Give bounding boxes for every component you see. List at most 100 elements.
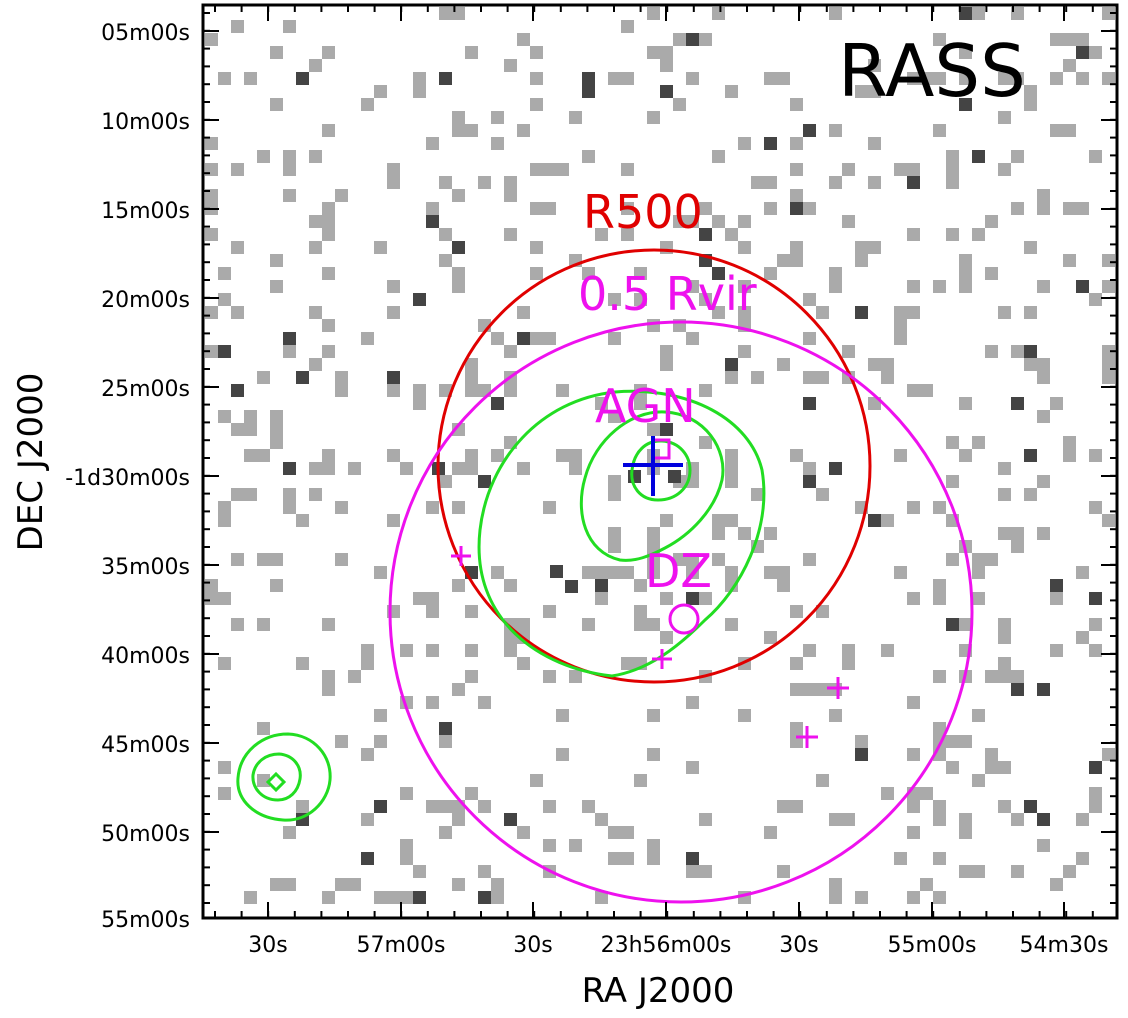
count-pixel xyxy=(595,813,608,826)
count-pixel xyxy=(894,449,907,462)
count-pixel xyxy=(933,592,946,605)
count-pixel xyxy=(361,657,374,670)
count-pixel xyxy=(725,514,738,527)
count-pixel xyxy=(1024,306,1037,319)
count-pixel xyxy=(309,488,322,501)
count-pixel xyxy=(335,384,348,397)
count-pixel xyxy=(608,826,621,839)
count-pixel xyxy=(504,176,517,189)
count-pixel xyxy=(439,176,452,189)
count-pixel xyxy=(565,580,578,593)
count-pixel xyxy=(335,189,348,202)
count-pixel xyxy=(517,33,530,46)
count-pixel xyxy=(1076,33,1089,46)
count-pixel xyxy=(270,878,283,891)
count-pixel xyxy=(686,592,699,605)
count-pixel xyxy=(998,761,1011,774)
count-pixel xyxy=(595,579,608,592)
count-pixel xyxy=(348,878,361,891)
count-pixel xyxy=(647,618,660,631)
count-pixel xyxy=(647,852,660,865)
count-pixel xyxy=(361,644,374,657)
count-pixel xyxy=(400,839,413,852)
count-pixel xyxy=(628,470,641,483)
count-pixel xyxy=(205,592,218,605)
count-pixel xyxy=(673,553,686,566)
count-pixel xyxy=(1024,358,1037,371)
count-pixel xyxy=(569,839,582,852)
count-pixel xyxy=(283,189,296,202)
count-pixel xyxy=(465,644,478,657)
count-pixel xyxy=(660,85,673,98)
count-pixel xyxy=(322,683,335,696)
count-pixel xyxy=(387,306,400,319)
count-pixel xyxy=(686,865,699,878)
count-pixel xyxy=(244,488,257,501)
dz-label: DZ xyxy=(645,544,712,598)
count-pixel xyxy=(296,72,309,85)
count-pixel xyxy=(1011,345,1024,358)
count-pixel xyxy=(998,527,1011,540)
count-pixel xyxy=(959,865,972,878)
count-pixel xyxy=(530,98,543,111)
count-pixel xyxy=(1011,150,1024,163)
count-pixel xyxy=(426,215,439,228)
count-pixel xyxy=(920,787,933,800)
count-pixel xyxy=(478,800,491,813)
survey-label: RASS xyxy=(838,29,1026,113)
count-pixel xyxy=(881,644,894,657)
count-pixel xyxy=(673,98,686,111)
count-pixel xyxy=(946,163,959,176)
count-pixel xyxy=(257,618,270,631)
count-pixel xyxy=(998,488,1011,501)
count-pixel xyxy=(517,332,530,345)
y-tick-label: 50m00s xyxy=(101,822,190,847)
count-pixel xyxy=(621,228,634,241)
count-pixel xyxy=(1011,865,1024,878)
count-pixel xyxy=(1102,254,1115,267)
count-pixel xyxy=(764,137,777,150)
count-pixel xyxy=(725,449,738,462)
count-pixel xyxy=(283,878,296,891)
x-tick-label: 54m30s xyxy=(1020,933,1109,958)
count-pixel xyxy=(699,384,712,397)
contour-ll-middle xyxy=(251,752,302,802)
y-tick-label: 10m00s xyxy=(101,110,190,135)
y-tick-labels: 05m00s 10m00s 15m00s 20m00s 25m00s -1d30… xyxy=(65,21,190,933)
count-pixel xyxy=(777,579,790,592)
count-pixel xyxy=(907,280,920,293)
count-pixel xyxy=(920,384,933,397)
count-pixel xyxy=(244,423,257,436)
count-pixel xyxy=(283,501,296,514)
count-pixel xyxy=(309,59,322,72)
count-pixel xyxy=(777,865,790,878)
count-pixel xyxy=(1024,488,1037,501)
count-pixel xyxy=(777,72,790,85)
count-pixel xyxy=(231,241,244,254)
count-pixel xyxy=(231,20,244,33)
y-tick-label: 55m00s xyxy=(101,908,190,933)
count-pixel xyxy=(608,527,621,540)
count-pixel xyxy=(426,137,439,150)
count-pixel xyxy=(296,657,309,670)
count-pixel xyxy=(270,280,283,293)
count-pixel xyxy=(1089,644,1102,657)
count-pixel xyxy=(504,644,517,657)
count-pixel xyxy=(1089,449,1102,462)
count-pixel xyxy=(673,33,686,46)
count-pixel xyxy=(218,345,231,358)
count-pixel xyxy=(218,514,231,527)
count-pixel xyxy=(998,111,1011,124)
count-pixel xyxy=(504,345,517,358)
count-pixel xyxy=(634,774,647,787)
count-pixel xyxy=(491,332,504,345)
count-pixel xyxy=(1050,579,1063,592)
count-pixel xyxy=(855,254,868,267)
count-pixel xyxy=(686,566,699,579)
count-pixel xyxy=(790,254,803,267)
count-pixel xyxy=(660,46,673,59)
count-pixel xyxy=(868,241,881,254)
count-pixel xyxy=(595,566,608,579)
count-pixel xyxy=(634,267,647,280)
count-pixel xyxy=(933,813,946,826)
